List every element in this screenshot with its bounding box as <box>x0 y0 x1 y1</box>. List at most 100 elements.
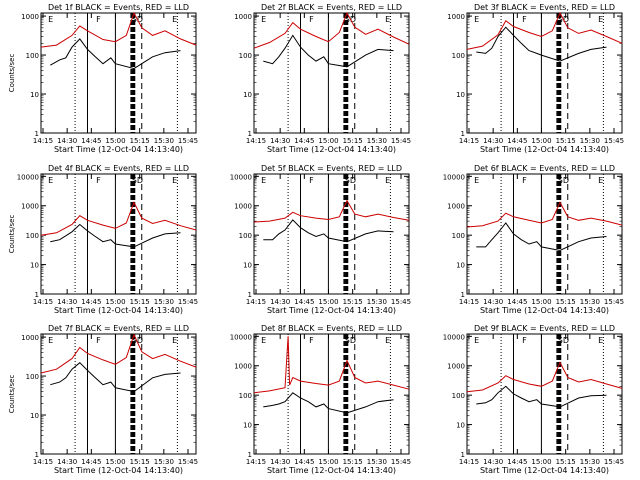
y-tick-label: 1 <box>248 130 252 138</box>
panel-title: Det 7f BLACK = Events, RED = LLD <box>48 324 189 333</box>
x-tick-label: 15:30 <box>580 298 600 306</box>
series-events-line <box>50 38 181 70</box>
y-tick-label: 10000 <box>443 333 465 341</box>
y-tick-label: 1000 <box>234 363 252 371</box>
event-marker: SD <box>345 176 356 185</box>
x-axis-label: Start Time (12-Oct-04 14:13:40) <box>480 306 609 315</box>
x-tick-label: 15:45 <box>604 458 624 466</box>
x-axis-label: Start Time (12-Oct-04 14:13:40) <box>267 306 396 315</box>
series-lld-line <box>466 11 623 50</box>
x-tick-label: 14:15 <box>246 298 266 306</box>
panel-title: Det 5f BLACK = Events, RED = LLD <box>261 164 402 173</box>
event-marker: F <box>96 15 101 24</box>
event-marker: E <box>261 336 266 345</box>
x-tick-label: 14:30 <box>483 458 503 466</box>
y-tick-label: 10 <box>30 262 39 270</box>
y-tick-label: 1000 <box>21 203 39 211</box>
x-tick-label: 14:15 <box>246 458 266 466</box>
x-tick-label: 15:00 <box>318 458 338 466</box>
series-events-line <box>476 26 607 62</box>
x-tick-label: 15:45 <box>178 458 198 466</box>
y-tick-label: 100 <box>239 392 252 400</box>
y-tick-label: 10000 <box>17 173 39 181</box>
x-tick-label: 15:30 <box>154 137 174 145</box>
event-marker: E <box>385 176 390 185</box>
x-tick-label: 14:30 <box>270 137 290 145</box>
x-tick-label: 14:45 <box>294 298 314 306</box>
series-events-line <box>50 223 181 248</box>
panel-det-8: Det 8f BLACK = Events, RED = LLD 1 10 100 10… <box>230 324 411 475</box>
y-tick-label: 1000 <box>447 363 465 371</box>
x-tick-label: 15:15 <box>343 458 363 466</box>
series-events-line <box>263 392 394 414</box>
x-tick-label: 15:30 <box>154 298 174 306</box>
x-tick-label: 15:30 <box>580 137 600 145</box>
x-tick-label: 15:15 <box>556 298 576 306</box>
x-tick-label: 15:45 <box>178 137 198 145</box>
x-tick-label: 14:45 <box>294 137 314 145</box>
panel-det-7: Det 7f BLACK = Events, RED = LLD 1 10 100 10… <box>8 324 198 475</box>
x-tick-label: 14:45 <box>507 458 527 466</box>
panel-det-9: Det 9f BLACK = Events, RED = LLD 1 10 100 10… <box>443 324 624 475</box>
x-tick-label: 15:15 <box>130 298 150 306</box>
y-tick-label: 100 <box>26 373 39 381</box>
event-marker: E <box>598 15 603 24</box>
x-tick-label: 14:30 <box>483 137 503 145</box>
y-tick-label: 1000 <box>21 334 39 342</box>
x-tick-label: 15:45 <box>391 458 411 466</box>
x-tick-label: 15:30 <box>154 458 174 466</box>
x-tick-label: 15:30 <box>580 458 600 466</box>
y-tick-label: 1 <box>35 130 39 138</box>
event-marker: E <box>261 15 266 24</box>
panel-det-3: Det 3f BLACK = Events, RED = LLD 1 10 100 10… <box>447 3 624 154</box>
plot-frame <box>253 12 410 134</box>
x-tick-label: 14:45 <box>507 298 527 306</box>
event-marker: E <box>474 176 479 185</box>
event-marker: E <box>385 15 390 24</box>
y-axis-label: Counts/sec <box>8 215 16 254</box>
y-tick-label: 10 <box>243 422 252 430</box>
plot-frame <box>466 12 623 134</box>
panel-title: Det 6f BLACK = Events, RED = LLD <box>474 164 615 173</box>
x-tick-label: 14:30 <box>483 298 503 306</box>
event-marker: SD <box>558 336 569 345</box>
y-tick-label: 10 <box>456 91 465 99</box>
y-tick-label: 1000 <box>447 203 465 211</box>
x-tick-label: 14:30 <box>57 137 77 145</box>
y-tick-label: 10 <box>243 91 252 99</box>
x-tick-label: 15:15 <box>343 298 363 306</box>
event-marker: E <box>261 176 266 185</box>
y-tick-label: 100 <box>26 232 39 240</box>
x-tick-label: 15:45 <box>391 298 411 306</box>
y-axis-label: Counts/sec <box>8 375 16 414</box>
plot-frame <box>40 333 197 455</box>
event-marker: F <box>309 15 314 24</box>
x-tick-label: 15:45 <box>178 298 198 306</box>
y-tick-label: 1000 <box>234 13 252 21</box>
series-lld-line <box>466 361 623 393</box>
panel-det-5: Det 5f BLACK = Events, RED = LLD 1 10 100 10… <box>230 164 411 315</box>
event-marker: SD <box>132 336 143 345</box>
y-tick-label: 10000 <box>230 173 252 181</box>
x-tick-label: 15:00 <box>105 458 125 466</box>
series-events-line <box>50 362 181 393</box>
x-axis-label: Start Time (12-Oct-04 14:13:40) <box>267 145 396 154</box>
y-tick-label: 10 <box>243 262 252 270</box>
y-tick-label: 10000 <box>230 333 252 341</box>
y-tick-label: 1 <box>461 451 465 459</box>
x-tick-label: 15:15 <box>343 137 363 145</box>
x-axis-label: Start Time (12-Oct-04 14:13:40) <box>480 466 609 475</box>
x-tick-label: 15:30 <box>367 137 387 145</box>
y-tick-label: 100 <box>239 232 252 240</box>
series-lld-line <box>253 336 410 394</box>
event-marker: E <box>474 336 479 345</box>
y-tick-label: 1000 <box>447 13 465 21</box>
series-lld-line <box>466 201 623 228</box>
x-tick-label: 14:30 <box>270 298 290 306</box>
panel-title: Det 4f BLACK = Events, RED = LLD <box>48 164 189 173</box>
x-tick-label: 15:45 <box>604 298 624 306</box>
event-marker: E <box>172 176 177 185</box>
x-tick-label: 15:45 <box>391 137 411 145</box>
x-tick-label: 14:15 <box>459 458 479 466</box>
event-marker: E <box>48 15 53 24</box>
